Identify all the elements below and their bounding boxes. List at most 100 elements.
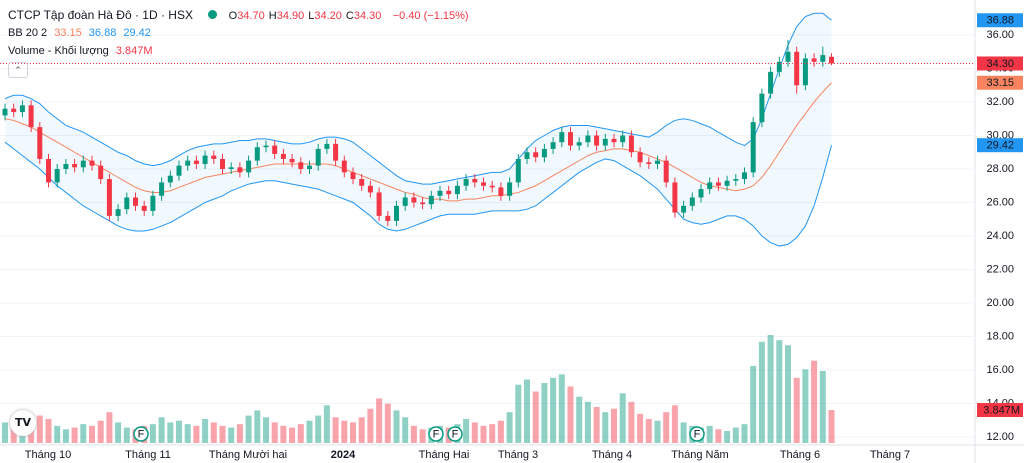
volume-bar <box>741 424 748 443</box>
volume-bar <box>811 360 818 443</box>
volume-bar <box>376 398 383 443</box>
candle-body <box>376 192 382 216</box>
volume-bar <box>149 424 156 443</box>
x-tick-label: Tháng Hai <box>419 449 470 461</box>
volume-bar <box>471 422 478 443</box>
candle-body <box>80 160 86 168</box>
volume-bar <box>219 425 226 443</box>
volume-bar <box>280 425 287 443</box>
y-tick-label: 20.00 <box>986 297 1014 309</box>
volume-bar <box>550 377 557 443</box>
candle-body <box>307 165 312 169</box>
candle-body <box>742 172 747 180</box>
bb-lower <box>4 141 832 247</box>
volume-bar <box>210 422 217 443</box>
bb-band <box>5 13 832 247</box>
volume-bar <box>758 341 765 443</box>
y-tick-label: 28.00 <box>986 163 1014 175</box>
volume-bar <box>97 420 104 443</box>
price-tag <box>977 56 1023 71</box>
x-tick-label: Tháng Mười hai <box>209 449 287 461</box>
candle-body <box>472 179 478 183</box>
volume-bar <box>767 335 774 443</box>
volume-bar <box>706 425 713 443</box>
candle-body <box>759 93 765 123</box>
volume-bar <box>576 396 583 443</box>
candle-body <box>167 175 173 183</box>
volume-bar <box>332 417 339 443</box>
volume-bar <box>584 401 591 443</box>
volume-bar <box>245 415 252 443</box>
volume-bar <box>10 425 17 443</box>
x-tick-label: Tháng 10 <box>25 449 71 461</box>
candle-body <box>28 105 34 128</box>
volume-bar <box>680 422 687 443</box>
volume-bar <box>776 340 783 443</box>
ohlc-value: 34.30 <box>353 10 382 22</box>
candle-body <box>106 179 112 216</box>
y-tick-label: 22.00 <box>986 263 1014 275</box>
price-tag <box>977 13 1023 28</box>
y-tick-label: 26.00 <box>986 196 1014 208</box>
volume-bar <box>54 425 61 443</box>
candle-body <box>576 142 582 146</box>
volume-bar <box>732 427 739 443</box>
volume-bar <box>80 424 87 443</box>
volume-bar <box>167 422 174 443</box>
event-marker <box>689 426 705 442</box>
candle-body <box>359 179 365 186</box>
bb-middle <box>4 82 832 202</box>
candle-body <box>768 71 774 94</box>
volume-bar <box>36 415 43 443</box>
candle-body <box>663 160 669 183</box>
volume-bar <box>184 424 191 443</box>
volume-bar <box>593 407 600 443</box>
candle-body <box>446 190 452 195</box>
candle-body <box>2 108 8 116</box>
candle-body <box>263 145 269 148</box>
bb-lower: 29.42 <box>123 27 151 39</box>
price-tag-label: 29.42 <box>986 140 1014 152</box>
volume-bar <box>532 391 539 443</box>
candle-body <box>272 145 278 154</box>
volume-bar <box>45 419 52 443</box>
candle-body <box>402 197 408 206</box>
event-marker <box>447 426 463 442</box>
volume-bar <box>123 427 130 443</box>
volume-bar <box>62 429 69 443</box>
candle-body <box>211 155 217 159</box>
candle-body <box>672 182 678 213</box>
volume-bar <box>524 379 530 443</box>
volume-bar <box>228 427 235 443</box>
candle-body <box>385 215 391 221</box>
price-tag-label: 33.15 <box>986 77 1014 89</box>
candle-body <box>185 160 191 166</box>
volume-bar <box>367 408 374 443</box>
candle-body <box>568 132 573 146</box>
candle-body <box>498 187 504 196</box>
candle-body <box>159 182 165 196</box>
candle-body <box>454 185 460 195</box>
volume-bar <box>567 386 574 443</box>
volume-bar <box>358 417 365 443</box>
candle-body <box>594 135 600 146</box>
bb-upper <box>4 12 832 185</box>
candle-body <box>611 138 617 143</box>
candle-body <box>46 158 51 183</box>
candle-body <box>115 209 121 216</box>
collapse-button[interactable]: ⌃ <box>8 62 28 78</box>
candle-body <box>428 195 434 205</box>
volume-bar <box>2 422 8 443</box>
candle-body <box>341 160 347 173</box>
ohlc-label: O <box>228 10 238 22</box>
volume-bar <box>202 419 209 443</box>
candle-body <box>98 165 104 180</box>
volume-bar <box>828 410 835 443</box>
volume-bar <box>663 412 670 443</box>
volume-bar <box>306 420 313 443</box>
candle-body <box>794 51 800 86</box>
price-tag-label: 34.30 <box>986 58 1014 70</box>
candle-body <box>437 190 443 196</box>
